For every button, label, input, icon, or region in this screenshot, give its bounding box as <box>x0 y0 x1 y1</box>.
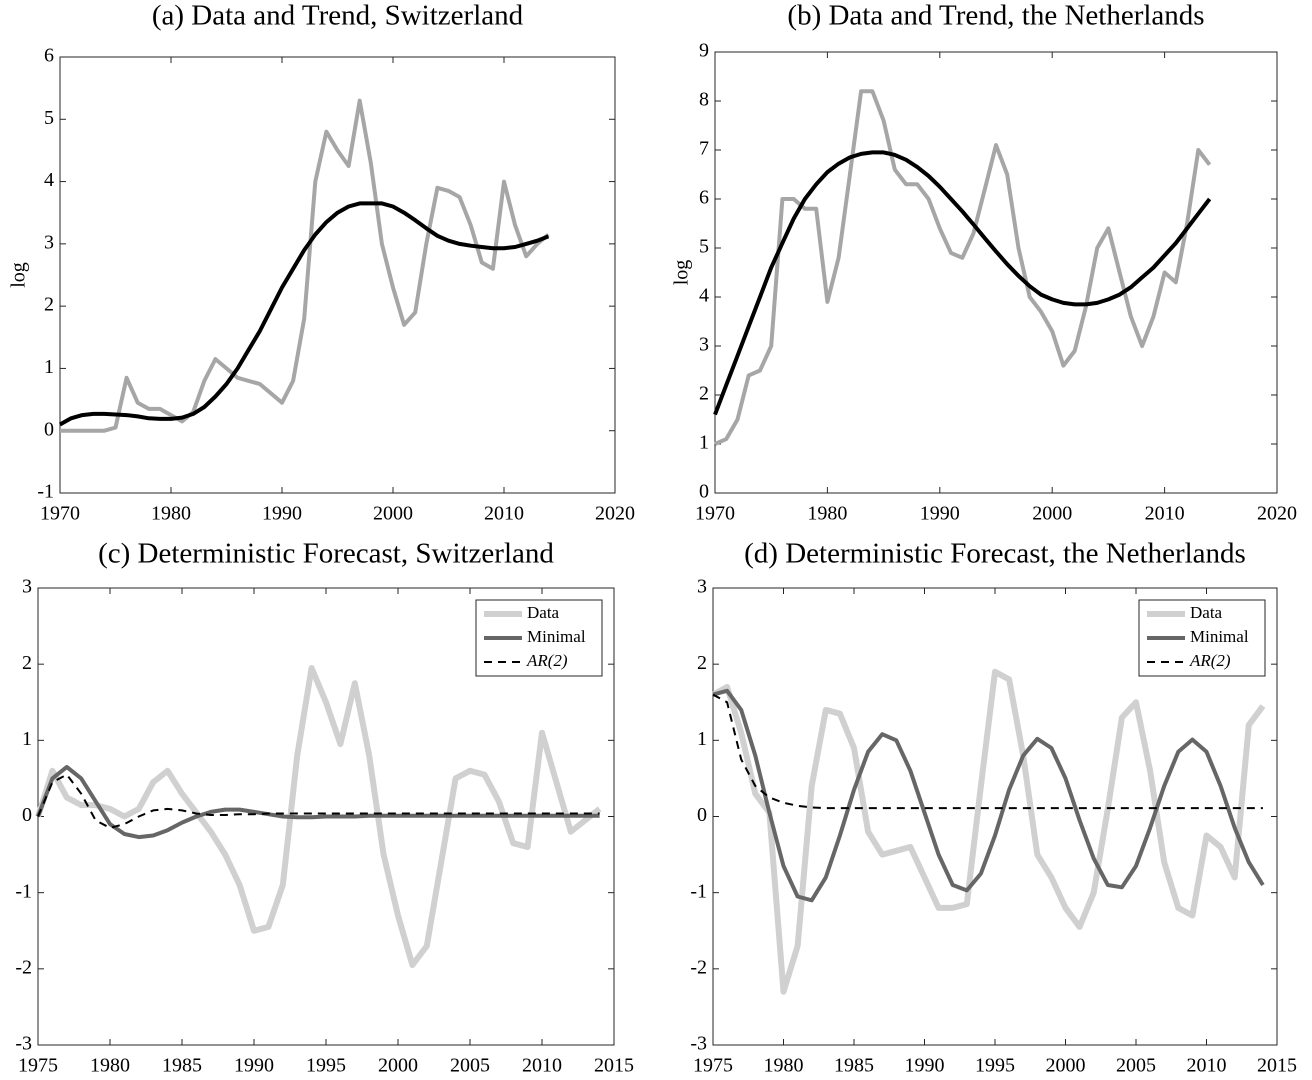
x-tick-label: 1980 <box>807 503 847 525</box>
y-tick-label: 3 <box>699 334 709 356</box>
y-tick-label: 2 <box>699 383 709 405</box>
x-tick-label: 2010 <box>522 1055 562 1077</box>
y-tick-label: -1 <box>37 481 54 503</box>
chart-title: (b) Data and Trend, the Netherlands <box>787 0 1204 32</box>
x-tick-label: 2005 <box>1116 1055 1156 1077</box>
y-tick-label: -3 <box>690 1033 707 1055</box>
chart-title: (d) Deterministic Forecast, the Netherla… <box>744 538 1246 570</box>
y-tick-label: 1 <box>697 728 707 750</box>
x-tick-label: 1970 <box>695 503 735 525</box>
x-tick-label: 1975 <box>693 1055 733 1077</box>
y-tick-label: 4 <box>44 169 54 191</box>
series-line <box>714 89 1212 446</box>
y-tick-label: 3 <box>697 576 707 598</box>
x-tick-label: 1990 <box>905 1055 945 1077</box>
y-tick-label: 6 <box>44 45 54 67</box>
y-tick-label: 5 <box>699 236 709 258</box>
chart-title: (a) Data and Trend, Switzerland <box>152 0 524 32</box>
y-tick-label: -2 <box>690 956 707 978</box>
x-tick-label: 2010 <box>484 503 524 525</box>
y-tick-label: 5 <box>44 107 54 129</box>
plot-area <box>59 56 616 494</box>
x-tick-label: 2000 <box>1032 503 1072 525</box>
y-tick-label: 7 <box>699 138 709 160</box>
series-line <box>713 150 1212 416</box>
y-tick-label: -2 <box>15 956 32 978</box>
series-line <box>711 668 1266 995</box>
series-line <box>712 688 1265 903</box>
y-tick-label: 0 <box>697 804 707 826</box>
y-tick-label: -1 <box>15 880 32 902</box>
y-tick-label: 3 <box>22 576 32 598</box>
y-tick-label: 1 <box>44 356 54 378</box>
x-tick-label: 1975 <box>18 1055 58 1077</box>
x-tick-label: 2020 <box>1257 503 1297 525</box>
y-tick-label: -1 <box>690 880 707 902</box>
legend-label: Data <box>527 603 560 622</box>
x-tick-label: 1995 <box>975 1055 1015 1077</box>
y-tick-label: 0 <box>22 804 32 826</box>
legend-label: AR(2) <box>526 651 568 670</box>
y-tick-label: -3 <box>15 1033 32 1055</box>
y-tick-label: 1 <box>699 432 709 454</box>
series-line <box>60 98 550 433</box>
x-tick-label: 2015 <box>1257 1055 1297 1077</box>
x-tick-label: 1980 <box>90 1055 130 1077</box>
y-tick-label: 3 <box>44 231 54 253</box>
y-tick-label: 0 <box>44 418 54 440</box>
plot-area <box>714 51 1278 494</box>
x-tick-label: 2010 <box>1187 1055 1227 1077</box>
chart-title: (c) Deterministic Forecast, Switzerland <box>98 538 554 570</box>
x-tick-label: 1985 <box>834 1055 874 1077</box>
series-line <box>37 773 600 829</box>
x-tick-label: 1985 <box>162 1055 202 1077</box>
y-tick-label: 9 <box>699 40 709 62</box>
x-tick-label: 2000 <box>373 503 413 525</box>
y-axis-label: log <box>671 260 693 286</box>
y-tick-label: 8 <box>699 89 709 111</box>
y-tick-label: 6 <box>699 187 709 209</box>
y-axis-label: log <box>8 262 30 288</box>
x-tick-label: 2010 <box>1145 503 1185 525</box>
x-tick-label: 2000 <box>1046 1055 1086 1077</box>
y-tick-label: 1 <box>22 728 32 750</box>
legend-label: Minimal <box>1190 627 1249 646</box>
y-tick-label: 4 <box>699 285 709 307</box>
x-tick-label: 2020 <box>595 503 635 525</box>
y-tick-label: 0 <box>699 481 709 503</box>
y-tick-label: 2 <box>697 652 707 674</box>
x-tick-label: 1990 <box>234 1055 274 1077</box>
series-line <box>36 765 600 840</box>
legend-label: Minimal <box>527 627 586 646</box>
y-tick-label: 2 <box>44 294 54 316</box>
x-tick-label: 1980 <box>764 1055 804 1077</box>
x-tick-label: 1990 <box>920 503 960 525</box>
x-tick-label: 2000 <box>378 1055 418 1077</box>
x-tick-label: 1995 <box>306 1055 346 1077</box>
series-line <box>35 665 602 968</box>
series-line <box>712 693 1263 810</box>
legend-label: Data <box>1190 603 1223 622</box>
legend-label: AR(2) <box>1189 651 1231 670</box>
x-tick-label: 1970 <box>40 503 80 525</box>
x-tick-label: 2005 <box>450 1055 490 1077</box>
y-tick-label: 2 <box>22 652 32 674</box>
x-tick-label: 1980 <box>151 503 191 525</box>
x-tick-label: 1990 <box>262 503 302 525</box>
series-line <box>59 201 550 427</box>
x-tick-label: 2015 <box>594 1055 634 1077</box>
